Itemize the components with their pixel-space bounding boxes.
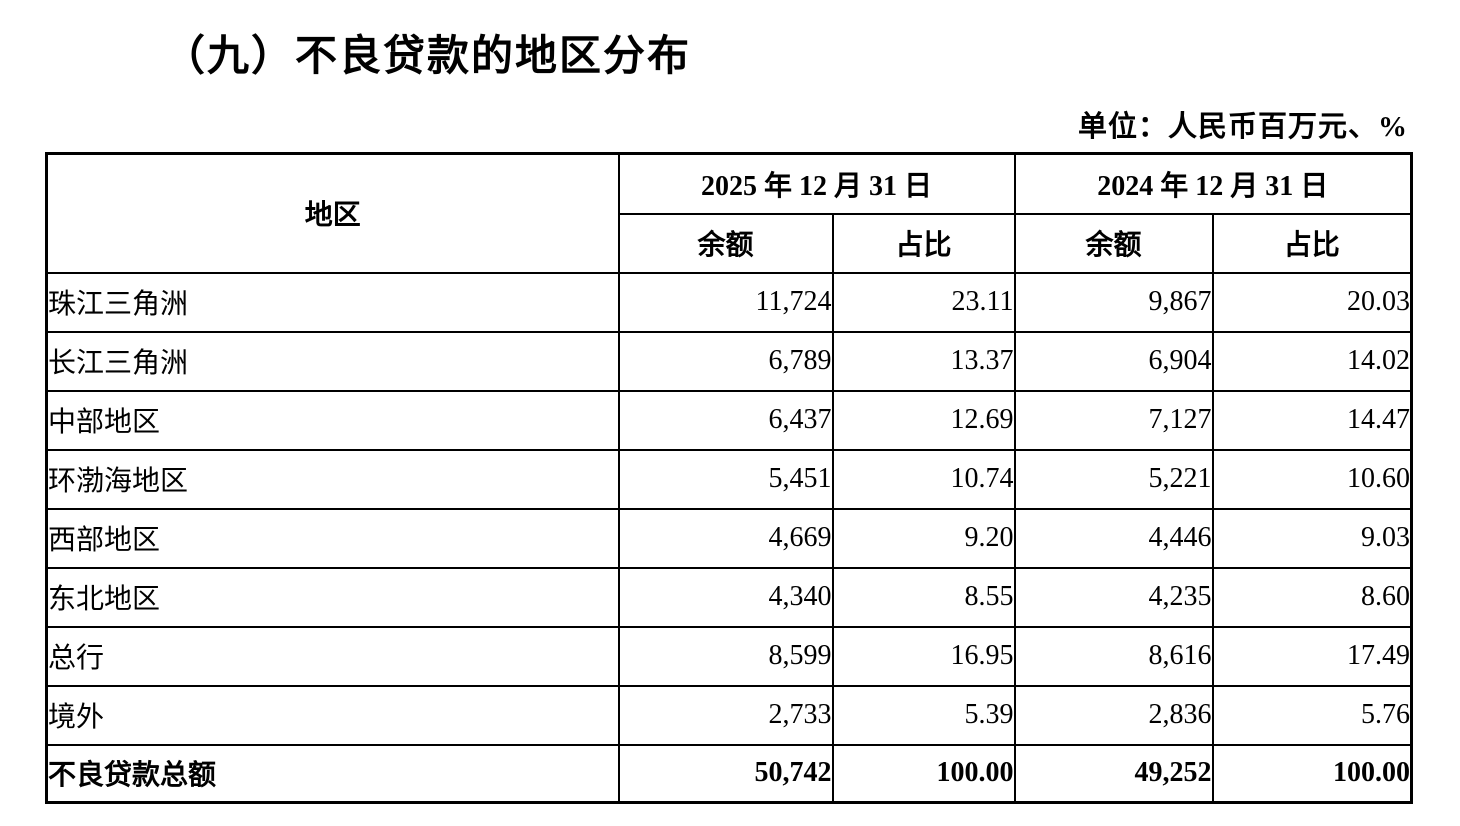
value-2024-balance: 2,836 xyxy=(1013,684,1214,746)
col-group-2024: 2024 年 12 月 31 日 xyxy=(1013,152,1413,215)
region-name: 珠江三角洲 xyxy=(45,271,620,333)
total-label: 不良贷款总额 xyxy=(45,743,620,804)
value-2024-share: 20.03 xyxy=(1211,271,1413,333)
table-row: 中部地区 6,437 12.69 7,127 14.47 xyxy=(45,389,1413,451)
value-2024-share: 17.49 xyxy=(1211,625,1413,687)
value-2025-balance: 8,599 xyxy=(617,625,834,687)
col-header-2024-balance: 余额 xyxy=(1013,212,1214,274)
value-2025-balance: 4,669 xyxy=(617,507,834,569)
value-2025-balance: 11,724 xyxy=(617,271,834,333)
value-2025-share: 13.37 xyxy=(831,330,1016,392)
value-2025-balance: 2,733 xyxy=(617,684,834,746)
region-name: 长江三角洲 xyxy=(45,330,620,392)
value-2025-share: 5.39 xyxy=(831,684,1016,746)
value-2025-share: 12.69 xyxy=(831,389,1016,451)
total-2025-balance: 50,742 xyxy=(617,743,834,804)
value-2025-share: 9.20 xyxy=(831,507,1016,569)
table-row: 珠江三角洲 11,724 23.11 9,867 20.03 xyxy=(45,271,1413,333)
value-2025-balance: 4,340 xyxy=(617,566,834,628)
table-row: 东北地区 4,340 8.55 4,235 8.60 xyxy=(45,566,1413,628)
total-row: 不良贷款总额 50,742 100.00 49,252 100.00 xyxy=(45,743,1413,804)
unit-note: 单位：人民币百万元、% xyxy=(1077,111,1408,143)
table-row: 环渤海地区 5,451 10.74 5,221 10.60 xyxy=(45,448,1413,510)
value-2024-balance: 7,127 xyxy=(1013,389,1214,451)
value-2024-balance: 4,235 xyxy=(1013,566,1214,628)
region-name: 境外 xyxy=(45,684,620,746)
value-2024-share: 5.76 xyxy=(1211,684,1413,746)
value-2024-share: 10.60 xyxy=(1211,448,1413,510)
value-2024-balance: 9,867 xyxy=(1013,271,1214,333)
value-2024-share: 8.60 xyxy=(1211,566,1413,628)
value-2025-share: 10.74 xyxy=(831,448,1016,510)
value-2024-balance: 8,616 xyxy=(1013,625,1214,687)
col-header-2025-share: 占比 xyxy=(831,212,1016,274)
value-2025-balance: 6,789 xyxy=(617,330,834,392)
region-name: 总行 xyxy=(45,625,620,687)
total-2024-balance: 49,252 xyxy=(1013,743,1214,804)
header-group-row: 地区 2025 年 12 月 31 日 2024 年 12 月 31 日 xyxy=(45,152,1413,274)
header-sub-row: 余额 占比 余额 占比 xyxy=(47,212,1413,274)
table-row: 长江三角洲 6,789 13.37 6,904 14.02 xyxy=(45,330,1413,392)
table-row: 境外 2,733 5.39 2,836 5.76 xyxy=(45,684,1413,746)
region-name: 环渤海地区 xyxy=(45,448,620,510)
region-name: 西部地区 xyxy=(45,507,620,569)
col-header-2025-balance: 余额 xyxy=(617,212,834,274)
col-header-region: 地区 xyxy=(45,152,620,274)
value-2025-balance: 5,451 xyxy=(617,448,834,510)
value-2024-share: 14.02 xyxy=(1211,330,1413,392)
table-row: 西部地区 4,669 9.20 4,446 9.03 xyxy=(45,507,1413,569)
value-2024-balance: 5,221 xyxy=(1013,448,1214,510)
section-title: （九）不良贷款的地区分布 xyxy=(163,34,692,80)
col-group-2025: 2025 年 12 月 31 日 xyxy=(617,152,1016,215)
total-2024-share: 100.00 xyxy=(1211,743,1413,804)
region-name: 东北地区 xyxy=(45,566,620,628)
total-2025-share: 100.00 xyxy=(831,743,1016,804)
region-name: 中部地区 xyxy=(45,389,620,451)
npl-region-distribution-table: 地区 2025 年 12 月 31 日 2024 年 12 月 31 日 余额 … xyxy=(45,152,1414,804)
value-2024-balance: 6,904 xyxy=(1013,330,1214,392)
value-2025-share: 16.95 xyxy=(831,625,1016,687)
value-2025-share: 23.11 xyxy=(831,271,1016,333)
col-header-2024-share: 占比 xyxy=(1211,212,1413,274)
table-row: 总行 8,599 16.95 8,616 17.49 xyxy=(45,625,1413,687)
value-2024-balance: 4,446 xyxy=(1013,507,1214,569)
value-2025-balance: 6,437 xyxy=(617,389,834,451)
value-2025-share: 8.55 xyxy=(831,566,1016,628)
value-2024-share: 9.03 xyxy=(1211,507,1413,569)
value-2024-share: 14.47 xyxy=(1211,389,1413,451)
